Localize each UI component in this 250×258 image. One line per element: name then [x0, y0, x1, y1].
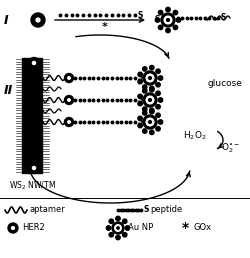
- Circle shape: [112, 222, 124, 234]
- Circle shape: [158, 98, 163, 102]
- Circle shape: [166, 28, 170, 33]
- Text: HER2: HER2: [22, 223, 45, 232]
- Circle shape: [64, 95, 74, 104]
- Circle shape: [115, 225, 121, 231]
- Circle shape: [142, 111, 147, 115]
- Circle shape: [148, 77, 152, 79]
- Circle shape: [12, 227, 14, 229]
- Circle shape: [138, 116, 142, 120]
- Circle shape: [158, 10, 163, 15]
- Circle shape: [150, 87, 154, 92]
- Circle shape: [150, 108, 154, 112]
- Circle shape: [143, 115, 157, 129]
- Circle shape: [122, 232, 127, 237]
- Text: WS$_2$ NW/TM: WS$_2$ NW/TM: [8, 180, 56, 192]
- Circle shape: [68, 99, 70, 101]
- Text: O$_2^{\bullet-}$: O$_2^{\bullet-}$: [220, 141, 240, 155]
- Text: II: II: [4, 84, 13, 96]
- Circle shape: [31, 13, 45, 27]
- Circle shape: [148, 99, 152, 101]
- Circle shape: [164, 16, 172, 24]
- Circle shape: [156, 113, 160, 117]
- Circle shape: [158, 76, 163, 80]
- Circle shape: [117, 227, 119, 229]
- Circle shape: [150, 130, 154, 134]
- Circle shape: [106, 226, 111, 230]
- Text: S: S: [137, 117, 143, 126]
- Circle shape: [161, 13, 175, 27]
- Circle shape: [116, 216, 120, 221]
- Circle shape: [138, 72, 142, 77]
- Circle shape: [150, 109, 154, 114]
- Circle shape: [28, 58, 40, 69]
- Text: peptide: peptide: [150, 206, 182, 214]
- Circle shape: [142, 107, 147, 111]
- Text: *: *: [182, 221, 188, 235]
- Circle shape: [143, 93, 157, 107]
- Text: GOx: GOx: [193, 223, 211, 232]
- Circle shape: [150, 86, 154, 91]
- Circle shape: [158, 25, 163, 30]
- Circle shape: [142, 129, 147, 133]
- Circle shape: [36, 18, 40, 22]
- Circle shape: [138, 94, 142, 99]
- Circle shape: [156, 83, 160, 87]
- Text: aptamer: aptamer: [30, 206, 66, 214]
- Circle shape: [146, 96, 154, 104]
- Text: Au NP: Au NP: [128, 223, 153, 232]
- Circle shape: [116, 235, 120, 240]
- Circle shape: [142, 85, 147, 89]
- Circle shape: [150, 66, 154, 70]
- Text: S: S: [143, 206, 149, 214]
- Circle shape: [138, 79, 142, 84]
- Circle shape: [156, 127, 160, 131]
- Text: glucose: glucose: [207, 78, 242, 87]
- Circle shape: [166, 19, 170, 21]
- Text: H$_2$O$_2$: H$_2$O$_2$: [183, 130, 207, 142]
- Circle shape: [125, 226, 130, 230]
- Circle shape: [32, 166, 35, 170]
- Circle shape: [173, 25, 178, 30]
- Circle shape: [109, 219, 114, 223]
- Text: S: S: [137, 95, 143, 104]
- Circle shape: [158, 120, 163, 124]
- Circle shape: [143, 71, 157, 85]
- Circle shape: [155, 18, 160, 22]
- Circle shape: [156, 91, 160, 95]
- Circle shape: [8, 223, 18, 233]
- Circle shape: [156, 104, 160, 109]
- Circle shape: [142, 89, 147, 93]
- Text: S: S: [220, 13, 226, 22]
- Circle shape: [109, 232, 114, 237]
- Circle shape: [64, 74, 74, 83]
- Text: S: S: [154, 15, 160, 25]
- Text: I: I: [4, 13, 8, 27]
- Circle shape: [122, 219, 127, 223]
- Circle shape: [156, 69, 160, 74]
- Circle shape: [28, 163, 40, 173]
- Circle shape: [68, 77, 70, 79]
- Text: S: S: [137, 11, 143, 20]
- Bar: [22, 58, 42, 173]
- Circle shape: [146, 74, 154, 82]
- Circle shape: [138, 101, 142, 106]
- Circle shape: [64, 117, 74, 126]
- Circle shape: [138, 123, 142, 128]
- Circle shape: [176, 18, 181, 22]
- Circle shape: [148, 120, 152, 123]
- Text: S: S: [137, 74, 143, 83]
- Circle shape: [166, 7, 170, 12]
- Circle shape: [146, 118, 154, 126]
- Circle shape: [173, 10, 178, 15]
- Circle shape: [142, 67, 147, 71]
- Circle shape: [32, 61, 35, 64]
- Text: *: *: [102, 22, 108, 32]
- Circle shape: [68, 121, 70, 123]
